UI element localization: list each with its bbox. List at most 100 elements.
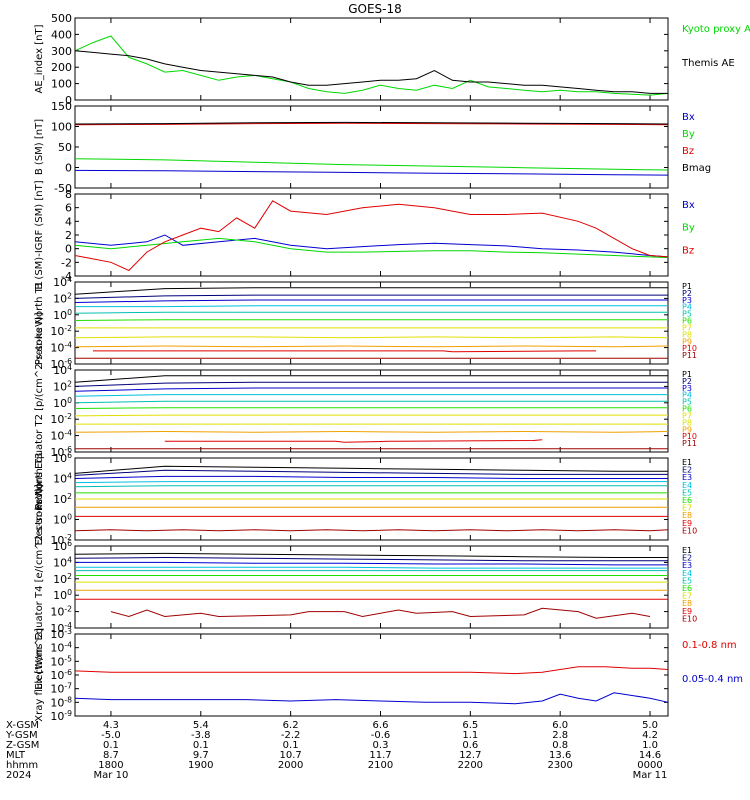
series-line-e4: [75, 566, 668, 569]
series-line-e10: [74, 529, 669, 532]
legend-entry: P4: [682, 391, 692, 400]
x-axis-value: 12.7: [459, 750, 481, 761]
series-line-0-05-0-4-nm: [74, 692, 669, 705]
y-tick-label: -4: [61, 270, 72, 283]
y-tick-label: 100: [53, 513, 72, 527]
x-axis-value: -2.2: [281, 730, 301, 741]
y-axis-label: Protons Equator T2 [p/(cm^2-s-sr-keV)]: [34, 312, 45, 509]
y-tick-label: 0: [65, 243, 72, 256]
series-line-e2: [74, 556, 668, 562]
x-axis-value: 0.1: [103, 740, 119, 751]
legend-entry: Bz: [682, 146, 694, 157]
series-line-by: [74, 237, 669, 259]
y-tick-label: 100: [51, 78, 72, 91]
x-axis-value: 0000: [637, 760, 662, 771]
x-axis-value: 1.0: [642, 740, 658, 751]
x-axis-value: 2300: [547, 760, 572, 771]
series-line-p9: [74, 345, 669, 348]
y-tick-label: 0: [65, 94, 72, 107]
x-axis-value: 5.4: [193, 720, 209, 731]
x-axis-value: -5.0: [101, 730, 121, 741]
x-axis-value: -3.8: [191, 730, 211, 741]
legend-entry: P11: [682, 351, 697, 360]
y-tick-label: 104: [53, 275, 72, 289]
series-line-p5: [74, 311, 668, 314]
plot-title: GOES-18: [348, 2, 402, 16]
series-line-p1: [74, 375, 668, 383]
legend-entry: P8: [682, 330, 692, 339]
x-axis-value: 6.5: [462, 720, 478, 731]
x-axis-value: 14.6: [639, 750, 661, 761]
y-axis-label: Protons North T1: [34, 281, 45, 365]
legend-entry: E4: [682, 569, 692, 578]
y-tick-label: 10-5: [50, 654, 72, 668]
series-line-p8: [74, 336, 669, 339]
y-tick-label: 104: [53, 363, 72, 377]
x-axis-row-label: hhmm: [6, 760, 38, 771]
legend-entry: E6: [682, 584, 692, 593]
panel-2: 150 100 50 0 -50 B (SM) [nT] Bx By Bz Bmag: [34, 100, 711, 195]
y-tick-label: 104: [53, 555, 72, 569]
legend-entry: E9: [682, 519, 692, 528]
y-tick-label: 10-8: [50, 695, 72, 709]
x-axis-row-label: X-GSM: [6, 720, 39, 731]
legend-entry: P7: [682, 323, 692, 332]
legend-entry: E1: [682, 546, 692, 555]
y-tick-label: 100: [53, 308, 72, 322]
legend-entry: Bz: [682, 245, 694, 256]
legend-entry: Themis AE: [681, 58, 735, 69]
x-axis-value: 0.1: [283, 740, 299, 751]
series-line-p4: [75, 305, 668, 308]
series-line-p1: [74, 287, 668, 295]
series-line-p7: [74, 414, 668, 417]
panel-5: 104 102 100 10-2 10-4 10-6 Protons Equator T2 …: [34, 312, 697, 509]
y-tick-label: 10-2: [50, 533, 72, 547]
y-tick-label: 10-9: [50, 709, 72, 723]
y-tick-label: 50: [58, 141, 72, 154]
legend-entry: P5: [682, 310, 692, 319]
panel-7: 106 104 102 100 10-2 10-4 Electrons Equator T4…: [34, 484, 697, 690]
y-tick-label: 100: [53, 588, 72, 602]
x-axis-row-label: 2024: [6, 770, 31, 781]
legend-entry: P4: [682, 303, 692, 312]
x-axis-value: 4.2: [642, 730, 658, 741]
series-line-p10: [93, 350, 597, 353]
x-axis-value: 0.8: [552, 740, 568, 751]
legend-entry: P2: [682, 289, 692, 298]
legend-entry: P5: [682, 398, 692, 407]
y-tick-label: -50: [54, 182, 72, 195]
panel-6: 106 104 102 100 10-2 Electrons North T3 E1E2E3…: [34, 451, 697, 547]
y-tick-label: 10-2: [50, 605, 72, 619]
x-axis-value: 6.2: [283, 720, 299, 731]
panel-frame: [74, 545, 669, 629]
x-axis-value: 10.7: [280, 750, 302, 761]
series-line-e1: [74, 552, 668, 558]
y-tick-label: 106: [53, 539, 72, 553]
y-axis-label: B (SM)-IGRF (SM) [nT]: [34, 180, 45, 289]
legend-entry: 0.1-0.8 nm: [682, 640, 737, 651]
legend-entry: P3: [682, 296, 692, 305]
legend-entry: By: [682, 223, 695, 234]
series-line-p10: [164, 439, 543, 443]
legend-entry: E5: [682, 576, 692, 585]
series-line-0-1-0-8-nm: [74, 666, 669, 675]
y-tick-label: 10-2: [50, 324, 72, 338]
legend-entry: P1: [682, 282, 692, 291]
panel-frame: [74, 633, 669, 717]
series-line-p9: [74, 430, 669, 433]
y-tick-label: 150: [51, 100, 72, 113]
panel-frame: [74, 281, 669, 365]
y-axis-label: Electrons Equator T4 [e/(cm^2-s-sr-keV)]: [34, 484, 45, 690]
y-tick-label: 10-4: [50, 641, 72, 655]
y-axis-label: Electrons North T3: [34, 452, 45, 545]
y-tick-label: 10-4: [50, 429, 72, 443]
series-line-p6: [74, 319, 668, 321]
panel-frame: [74, 369, 669, 453]
x-axis-value: 1.1: [462, 730, 478, 741]
legend-entry: Kyoto proxy AE: [682, 24, 750, 35]
y-tick-label: 10-4: [50, 621, 72, 635]
series-line-e5: [74, 485, 668, 488]
x-axis-value: 1800: [98, 760, 123, 771]
legend-entry: P6: [682, 405, 692, 414]
